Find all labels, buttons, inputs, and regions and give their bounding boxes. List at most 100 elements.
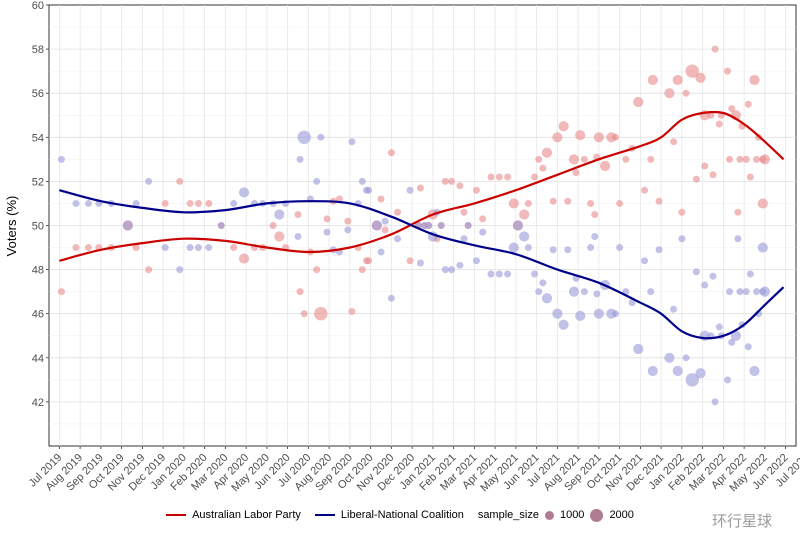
y-tick-label: 56 bbox=[32, 88, 44, 100]
coalition-poll-point bbox=[549, 246, 557, 254]
labor-poll-point bbox=[358, 266, 366, 274]
coalition-poll-point bbox=[580, 288, 588, 296]
labor-poll-point bbox=[132, 244, 140, 252]
coalition-poll-point bbox=[647, 365, 658, 377]
legend-size-dot-small bbox=[544, 510, 554, 520]
coalition-poll-point bbox=[508, 242, 519, 253]
coalition-poll-point bbox=[655, 246, 663, 254]
coalition-poll-point bbox=[591, 233, 599, 241]
labor-poll-point bbox=[593, 132, 604, 143]
coalition-poll-point bbox=[464, 222, 472, 229]
labor-poll-point bbox=[387, 149, 395, 157]
coalition-poll-point bbox=[145, 177, 153, 185]
coalition-poll-point bbox=[348, 138, 356, 146]
coalition-poll-point bbox=[692, 268, 700, 276]
y-axis-title: Voters (%) bbox=[4, 196, 19, 257]
labor-poll-point bbox=[313, 266, 321, 274]
labor-poll-point bbox=[749, 74, 760, 86]
coalition-poll-point bbox=[297, 130, 311, 144]
labor-poll-point bbox=[701, 162, 709, 170]
labor-poll-point bbox=[348, 307, 356, 315]
labor-poll-point bbox=[472, 186, 480, 194]
coalition-poll-point bbox=[535, 288, 543, 296]
labor-poll-point bbox=[744, 100, 752, 108]
coalition-poll-point bbox=[161, 244, 169, 252]
y-tick-label: 60 bbox=[32, 0, 44, 12]
coalition-poll-point bbox=[759, 286, 770, 297]
coalition-poll-point bbox=[358, 177, 366, 185]
coalition-poll-point bbox=[730, 330, 741, 341]
labor-poll-point bbox=[84, 244, 92, 252]
coalition-poll-point bbox=[753, 288, 761, 296]
legend-size-title: sample_size bbox=[477, 509, 539, 521]
coalition-poll-point bbox=[294, 233, 302, 241]
labor-poll-point bbox=[564, 197, 572, 205]
coalition-poll-point bbox=[709, 272, 717, 280]
coalition-poll-point bbox=[504, 270, 512, 278]
coalition-poll-point bbox=[742, 288, 750, 296]
coalition-poll-point bbox=[568, 286, 580, 297]
labor-poll-point bbox=[394, 208, 402, 216]
coalition-poll-point bbox=[664, 352, 675, 363]
labor-poll-point bbox=[678, 208, 686, 216]
labor-poll-point bbox=[441, 177, 449, 185]
labor-poll-point bbox=[759, 154, 770, 165]
labor-poll-point bbox=[416, 184, 424, 192]
y-tick-label: 44 bbox=[32, 353, 44, 365]
coalition-poll-point bbox=[437, 222, 445, 229]
labor-poll-point bbox=[742, 155, 750, 163]
coalition-poll-point bbox=[647, 288, 655, 296]
y-tick-label: 50 bbox=[32, 221, 44, 233]
coalition-poll-point bbox=[230, 199, 238, 207]
labor-poll-point bbox=[591, 210, 599, 218]
labor-poll-point bbox=[575, 129, 586, 141]
labor-poll-point bbox=[479, 215, 487, 223]
coalition-poll-point bbox=[495, 270, 503, 278]
legend-line-coalition bbox=[314, 514, 335, 516]
legend-size-label-large: 2000 bbox=[609, 509, 634, 521]
labor-poll-point bbox=[145, 266, 153, 274]
coalition-poll-point bbox=[593, 308, 604, 319]
coalition-poll-point bbox=[323, 228, 331, 236]
coalition-poll-point bbox=[728, 338, 736, 346]
coalition-poll-point bbox=[186, 244, 194, 252]
coalition-poll-point bbox=[611, 310, 619, 318]
y-tick-label: 48 bbox=[32, 265, 44, 277]
labor-poll-point bbox=[736, 155, 744, 163]
coalition-poll-point bbox=[460, 235, 468, 243]
labor-poll-point bbox=[504, 173, 512, 181]
labor-poll-point bbox=[448, 177, 456, 185]
labor-poll-point bbox=[655, 197, 663, 205]
coalition-poll-point bbox=[734, 235, 742, 243]
labor-poll-point bbox=[728, 105, 736, 113]
coalition-poll-point bbox=[616, 244, 624, 252]
labor-poll-point bbox=[682, 89, 690, 97]
labor-poll-point bbox=[377, 195, 385, 203]
coalition-poll-point bbox=[531, 270, 539, 278]
coalition-poll-point bbox=[558, 319, 569, 330]
labor-poll-point bbox=[734, 208, 742, 216]
labor-poll-point bbox=[161, 199, 169, 207]
coalition-poll-point bbox=[633, 343, 644, 355]
coalition-poll-point bbox=[641, 257, 649, 265]
labor-poll-point bbox=[274, 231, 285, 242]
coalition-poll-point bbox=[479, 228, 487, 236]
coalition-poll-point bbox=[672, 365, 683, 377]
coalition-poll-point bbox=[365, 186, 373, 194]
coalition-poll-point bbox=[757, 242, 768, 253]
coalition-poll-point bbox=[715, 323, 723, 331]
y-tick-label: 58 bbox=[32, 44, 44, 56]
labor-poll-point bbox=[539, 164, 547, 172]
coalition-poll-point bbox=[57, 155, 65, 163]
trend-lines bbox=[59, 110, 785, 340]
data-points bbox=[57, 45, 770, 406]
labor-poll-point bbox=[746, 173, 754, 181]
labor-trend-line bbox=[59, 110, 785, 262]
labor-poll-point bbox=[460, 208, 468, 216]
labor-poll-point bbox=[622, 155, 630, 163]
coalition-poll-point bbox=[416, 259, 424, 267]
labor-poll-point bbox=[406, 257, 414, 265]
coalition-poll-point bbox=[377, 248, 385, 256]
coalition-poll-point bbox=[575, 310, 586, 322]
labor-poll-point bbox=[336, 195, 343, 203]
